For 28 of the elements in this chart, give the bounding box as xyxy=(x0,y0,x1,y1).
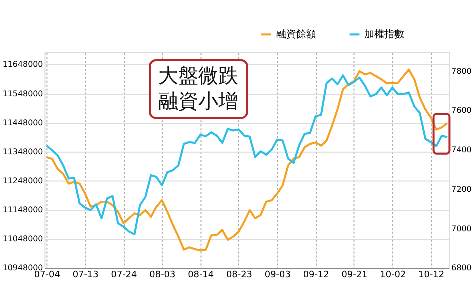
y-tick-label: 11248000 xyxy=(2,176,44,186)
x-tick-label: 07-24 xyxy=(111,270,138,281)
y-tick-label: 11448000 xyxy=(2,118,44,128)
y2-tick-label: 6800 xyxy=(452,264,472,273)
y-tick-label: 11348000 xyxy=(2,147,44,156)
y-tick-label: 11048000 xyxy=(2,234,44,244)
annotation: 融資小增 xyxy=(158,90,239,114)
y-tick-label: 11648000 xyxy=(2,60,44,70)
x-tick-label: 09-12 xyxy=(303,270,330,281)
y2-tick-label: 7200 xyxy=(452,184,472,194)
x-tick-label: 09-21 xyxy=(342,270,368,281)
x-tick-label: 07-04 xyxy=(34,270,61,281)
y2-tick-label: 7600 xyxy=(452,106,472,116)
x-tick-label: 07-13 xyxy=(72,270,99,281)
x-tick-label: 08-03 xyxy=(150,270,176,281)
annotation: 大盤微跌 xyxy=(158,64,239,88)
y2-tick-label: 7800 xyxy=(452,66,472,76)
y-tick-label: 11148000 xyxy=(2,206,44,215)
y-tick-label: 11548000 xyxy=(2,89,44,98)
x-tick-label: 09-03 xyxy=(264,270,291,281)
y2-tick-label: 7400 xyxy=(452,146,472,155)
legend-label: 加權指數 xyxy=(364,28,405,41)
legend-label: 融資餘額 xyxy=(276,28,316,41)
x-tick-label: 10-12 xyxy=(418,270,445,281)
y2-tick-label: 7000 xyxy=(452,224,472,234)
x-tick-label: 10-02 xyxy=(380,270,406,281)
x-tick-label: 08-23 xyxy=(226,270,252,281)
x-tick-label: 08-14 xyxy=(188,270,214,281)
